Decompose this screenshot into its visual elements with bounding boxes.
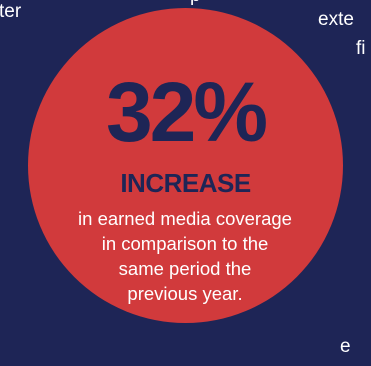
stat-label: INCREASE [120, 168, 251, 198]
background-text-fragment-top-mid: p [190, 0, 201, 5]
stat-description-line: in comparison to the [101, 233, 269, 254]
background-text-fragment-top-left: ter [0, 1, 22, 22]
stat-description-line: same period the [118, 258, 252, 279]
stat-number: 32% [105, 65, 268, 159]
stat-description: in earned media coverage in comparison t… [40, 206, 330, 306]
background-text-fragment-top-right: exte [318, 9, 354, 30]
background-text-fragment-bottom-right: e [340, 336, 351, 357]
stat-circle [28, 8, 343, 323]
stat-description-line: previous year. [127, 283, 243, 304]
stat-description-line: in earned media coverage [78, 208, 292, 229]
background-text-fragment-right: fi [356, 38, 366, 59]
